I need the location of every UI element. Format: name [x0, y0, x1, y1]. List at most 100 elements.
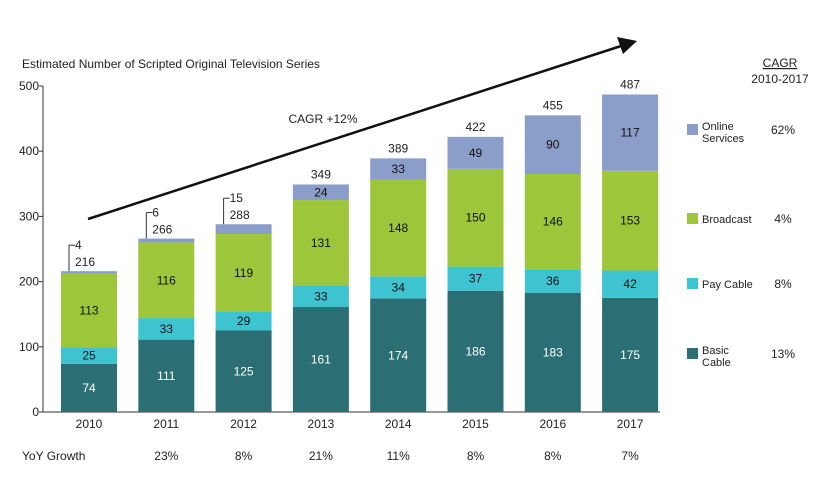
bar-total-label: 288 — [230, 208, 250, 222]
bar-segment — [61, 273, 117, 348]
bar-value-label: 33 — [160, 322, 174, 336]
yoy-growth-value: 11% — [387, 449, 410, 463]
bar-segment — [61, 363, 117, 412]
bar-value-label: 33 — [314, 289, 328, 303]
legend-label: Broadcast — [702, 214, 752, 226]
bar-segment — [215, 330, 272, 412]
bar-segment — [524, 115, 581, 175]
bar-value-label: 174 — [388, 348, 408, 362]
bar-segment — [447, 266, 504, 291]
bar-value-label: 33 — [392, 162, 406, 176]
yoy-growth-value: 8% — [235, 449, 253, 463]
yoy-growth-value: 23% — [154, 449, 178, 463]
cagr-annotation: CAGR +12% — [288, 112, 357, 126]
bar-total-label: 349 — [311, 167, 331, 181]
arrow-line — [87, 44, 622, 221]
bar-segment — [292, 307, 349, 412]
bar-total-label: 422 — [465, 120, 485, 134]
yoy-growth-value: 8% — [544, 449, 562, 463]
yoy-growth-label: YoY Growth — [22, 449, 85, 463]
bar-segment — [138, 238, 195, 243]
bar-segment — [370, 276, 427, 299]
bar-value-label: 29 — [237, 314, 251, 328]
yoy-growth-value: 21% — [309, 449, 333, 463]
y-tick-label: 300 — [19, 209, 39, 223]
x-tick-label: 2012 — [230, 417, 257, 431]
bar-value-label: 161 — [311, 353, 331, 367]
bar-segment — [138, 318, 195, 340]
bar-segment — [370, 298, 427, 412]
bar-segment — [370, 179, 427, 277]
bar-value-label: 6 — [152, 206, 159, 220]
bar-segment — [524, 174, 581, 270]
bar-value-label: 111 — [157, 369, 176, 383]
bar-value-label: 74 — [82, 381, 96, 395]
chart-title: Estimated Number of Scripted Original Te… — [22, 57, 320, 71]
legend-swatch — [687, 278, 698, 289]
bar-value-label: 183 — [543, 345, 563, 359]
bar-segment — [524, 292, 581, 412]
legend-swatch — [687, 213, 698, 224]
bar-segment — [524, 269, 581, 293]
x-tick-label: 2010 — [76, 417, 103, 431]
y-tick-label: 200 — [19, 275, 39, 289]
bar-value-label: 116 — [157, 273, 176, 287]
bar-value-label: 153 — [620, 214, 640, 228]
legend-label: Online — [702, 121, 734, 133]
bar-segment — [215, 311, 272, 331]
bar-value-label: 36 — [546, 274, 560, 288]
bar-value-label: 37 — [469, 272, 483, 286]
bar-value-label: 150 — [465, 211, 485, 225]
bar-value-label: 119 — [234, 266, 253, 280]
legend-swatch — [687, 348, 698, 359]
cagr-header: CAGR — [763, 56, 798, 70]
y-tick-label: 100 — [19, 340, 39, 354]
x-tick-label: 2011 — [153, 417, 179, 431]
x-tick-label: 2016 — [539, 417, 566, 431]
bar-value-label: 146 — [543, 215, 563, 229]
bar-segment — [602, 270, 659, 298]
x-tick-label: 2017 — [617, 417, 644, 431]
bar-value-label: 42 — [623, 277, 637, 291]
bar-segment — [61, 271, 117, 274]
bar-value-label: 25 — [82, 349, 96, 363]
bar-segment — [602, 94, 659, 171]
y-tick-label: 0 — [32, 405, 39, 419]
legend-swatch — [687, 124, 698, 135]
bar-value-label: 117 — [621, 126, 640, 140]
legend-label: Basic — [702, 345, 729, 357]
x-tick-label: 2015 — [462, 417, 489, 431]
x-tick-label: 2014 — [385, 417, 412, 431]
bar-value-label: 24 — [314, 185, 328, 199]
bar-value-label: 15 — [230, 191, 244, 205]
bar-value-label: 90 — [546, 138, 560, 152]
bar-segment — [447, 290, 504, 412]
bar-segment — [138, 339, 195, 412]
legend-cagr-value: 62% — [771, 123, 795, 137]
growth-arrow — [87, 37, 637, 221]
bar-segment — [292, 285, 349, 308]
legend-label: Services — [702, 133, 745, 145]
y-tick-label: 400 — [19, 144, 39, 158]
legend-cagr-value: 13% — [771, 347, 795, 361]
bar-segment — [61, 347, 117, 364]
bar-value-label: 49 — [469, 146, 483, 160]
bar-segment — [370, 158, 427, 180]
bar-value-label: 125 — [234, 364, 254, 378]
y-tick-label: 500 — [19, 79, 39, 93]
yoy-growth-value: 7% — [621, 449, 639, 463]
bar-segment — [602, 170, 659, 271]
bar-total-label: 487 — [620, 77, 640, 91]
legend-label: Pay Cable — [702, 279, 753, 291]
bar-value-label: 175 — [620, 348, 640, 362]
bar-segment — [292, 184, 349, 201]
legend-cagr-value: 8% — [774, 277, 792, 291]
cagr-period: 2010-2017 — [751, 72, 809, 86]
bar-value-label: 113 — [79, 304, 98, 318]
bar-value-label: 148 — [388, 221, 408, 235]
bar-segment — [447, 136, 504, 169]
bar-value-label: 131 — [311, 236, 331, 250]
bar-total-label: 389 — [388, 141, 408, 155]
x-tick-label: 2013 — [308, 417, 335, 431]
